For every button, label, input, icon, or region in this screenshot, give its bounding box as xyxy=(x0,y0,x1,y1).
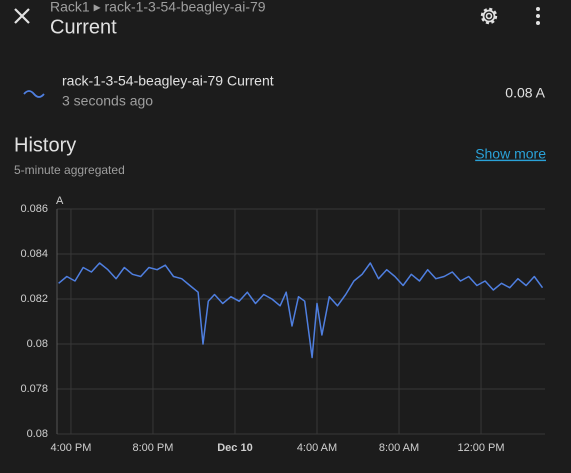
dialog-title: Current xyxy=(50,16,117,38)
x-tick-label: 8:00 AM xyxy=(379,442,419,454)
y-tick-label: 0.086 xyxy=(20,203,48,215)
y-tick-label: 0.08 xyxy=(27,338,48,350)
menu-button[interactable] xyxy=(536,7,540,25)
show-more-link[interactable]: Show more xyxy=(475,146,546,162)
history-title: History xyxy=(14,134,76,156)
breadcrumb: Rack1 ▸ rack-1-3-54-beagley-ai-79 xyxy=(50,0,266,15)
y-tick-label: 0.082 xyxy=(20,293,48,305)
entity-name[interactable]: rack-1-3-54-beagley-ai-79 Current xyxy=(62,73,274,89)
x-tick-label: Dec 10 xyxy=(217,442,252,454)
y-tick-label: 0.084 xyxy=(20,248,48,260)
settings-button[interactable] xyxy=(480,7,498,25)
data-line xyxy=(58,262,544,359)
x-tick-label: 12:00 PM xyxy=(457,442,504,454)
entity-icon xyxy=(23,90,45,98)
x-tick-label: 4:00 PM xyxy=(50,442,91,454)
last-changed: 3 seconds ago xyxy=(62,93,153,109)
y-tick-label: 0.078 xyxy=(20,383,48,395)
y-axis-unit: A xyxy=(56,195,64,207)
close-button[interactable] xyxy=(14,8,30,24)
entity-state: 0.08 A xyxy=(505,85,545,101)
x-tick-label: 8:00 PM xyxy=(132,442,173,454)
y-tick-label: 0.08 xyxy=(27,428,48,440)
x-tick-label: 4:00 AM xyxy=(297,442,337,454)
history-subtitle: 5-minute aggregated xyxy=(14,163,125,177)
